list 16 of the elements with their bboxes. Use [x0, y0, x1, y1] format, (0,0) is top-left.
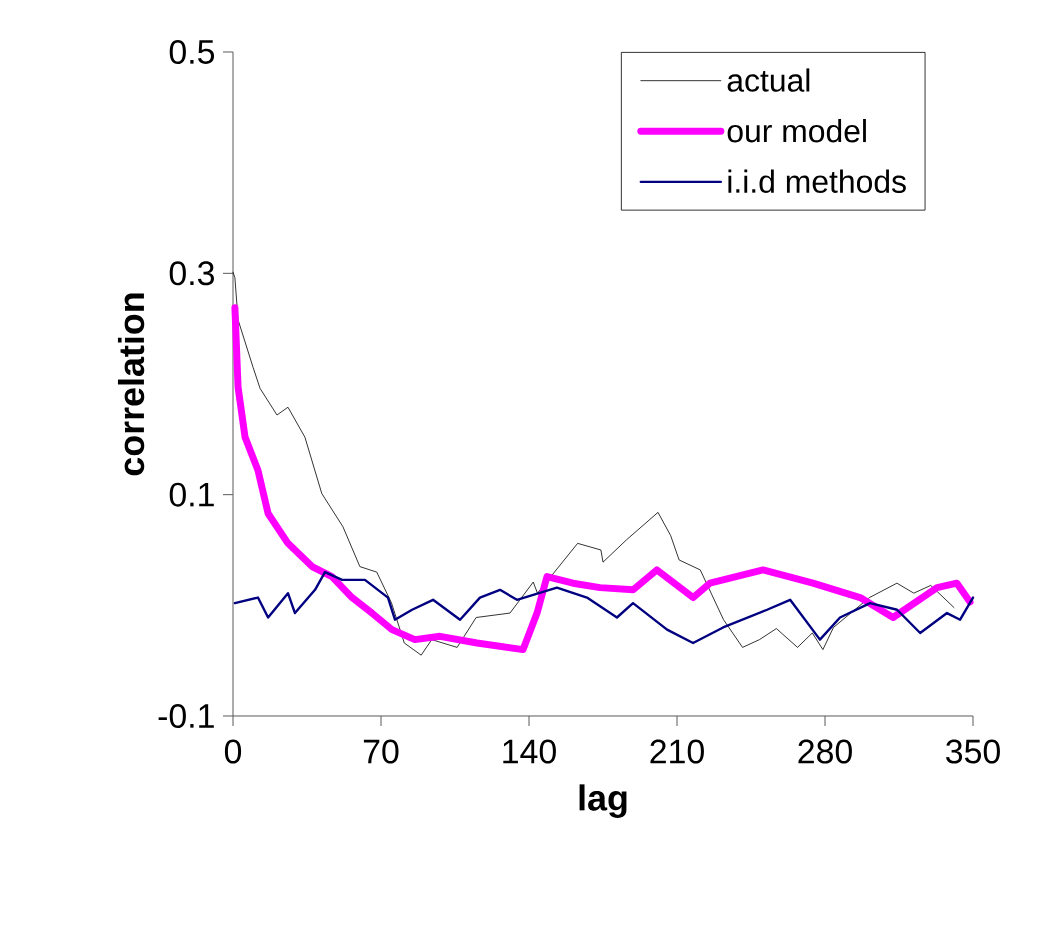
y-tick-label: 0.1 — [169, 482, 214, 507]
x-axis-title: lag — [579, 784, 627, 818]
y-tick-label: -0.1 — [158, 704, 214, 728]
x-tick-label: 70 — [363, 739, 399, 764]
x-tick-label: 350 — [946, 739, 1000, 764]
x-tick-label: 0 — [224, 739, 242, 764]
legend-label: our model — [727, 118, 866, 143]
x-tick-label: 140 — [503, 739, 556, 764]
legend-label: actual — [727, 68, 810, 92]
line-series — [233, 570, 975, 645]
x-tick-label: 280 — [798, 739, 852, 764]
y-axis-title: correlation — [117, 293, 145, 476]
y-tick-label: 0.5 — [169, 40, 215, 64]
x-tick-label: 210 — [650, 739, 704, 764]
y-tick-label: 0.3 — [169, 261, 214, 286]
legend-label: i.i.d methods — [728, 169, 906, 193]
